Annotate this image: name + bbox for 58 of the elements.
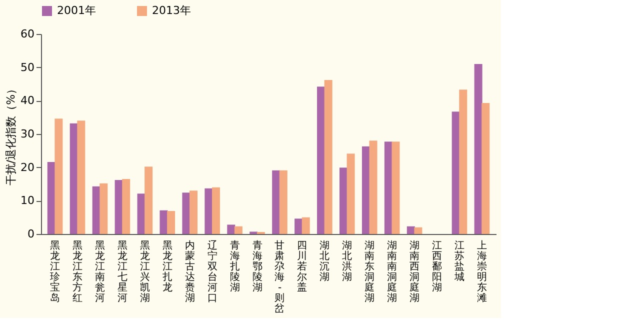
y-tick-label: 50 bbox=[20, 60, 34, 74]
bar bbox=[167, 211, 176, 234]
bar bbox=[54, 118, 63, 234]
bar bbox=[317, 86, 326, 234]
bar bbox=[227, 224, 236, 234]
x-tick-label: 湖北沉湖 bbox=[320, 240, 330, 283]
y-tick-label: 60 bbox=[20, 28, 34, 40]
x-tick-label: 黑龙江七星河 bbox=[117, 240, 128, 304]
bar bbox=[182, 192, 190, 234]
y-tick-label: 40 bbox=[20, 94, 34, 108]
x-tick-label: 甘肃尕海-则岔 bbox=[274, 240, 285, 314]
y-axis-title: 干扰/退化指数（%） bbox=[4, 83, 18, 186]
bar bbox=[294, 218, 303, 234]
y-tick-label: 20 bbox=[20, 160, 34, 174]
x-tick-label: 内蒙古达赉湖 bbox=[184, 240, 195, 304]
x-tick-label: 江苏盐城 bbox=[453, 240, 464, 283]
bar bbox=[279, 170, 288, 234]
x-tick-label: 四川若尔盖 bbox=[297, 240, 308, 294]
x-tick-label: 湖南南洞庭湖 bbox=[387, 240, 398, 304]
bar bbox=[234, 226, 242, 234]
bar bbox=[212, 187, 220, 234]
y-tick-label: 10 bbox=[20, 194, 34, 208]
x-tick-label: 青海鄂陵湖 bbox=[252, 240, 262, 294]
x-tick-label: 黑龙江东方红 bbox=[72, 240, 83, 304]
bar bbox=[160, 210, 168, 234]
y-tick-label: 0 bbox=[28, 228, 34, 240]
legend-label: 2001年 bbox=[57, 4, 96, 17]
bar bbox=[204, 188, 213, 234]
bar bbox=[100, 183, 108, 234]
bar bbox=[144, 166, 153, 234]
bar bbox=[339, 168, 348, 234]
x-tick-label: 湖南西洞庭湖 bbox=[410, 240, 420, 304]
bar bbox=[362, 146, 370, 234]
bar bbox=[77, 120, 86, 234]
x-tick-label: 辽宁双台河口 bbox=[207, 240, 218, 304]
x-tick-label: 上海崇明东滩 bbox=[476, 240, 487, 304]
bar bbox=[190, 190, 198, 234]
legend-label: 2013年 bbox=[152, 4, 191, 17]
x-tick-label: 湖北洪湖 bbox=[342, 240, 352, 283]
bar bbox=[482, 103, 490, 234]
x-tick-label: 黑龙江扎龙 bbox=[162, 240, 172, 294]
x-tick-label: 湖南东洞庭湖 bbox=[364, 240, 375, 304]
x-tick-label: 黑龙江南瓮河 bbox=[94, 240, 105, 304]
bar bbox=[459, 90, 468, 234]
x-tick-label: 黑龙江珍宝岛 bbox=[50, 240, 60, 304]
bar bbox=[122, 179, 130, 234]
x-tick-label: 黑龙江兴凯湖 bbox=[140, 240, 150, 304]
y-tick-label: 30 bbox=[20, 128, 34, 140]
bar bbox=[474, 64, 482, 234]
bar bbox=[272, 170, 280, 234]
bar bbox=[346, 154, 355, 234]
bar bbox=[369, 140, 378, 234]
bar bbox=[392, 142, 400, 234]
bar bbox=[414, 227, 422, 234]
x-tick-label: 江西鄱阳湖 bbox=[432, 240, 442, 294]
x-tick-label: 青海扎陵湖 bbox=[230, 240, 240, 294]
bar bbox=[324, 80, 332, 234]
bar bbox=[302, 217, 310, 234]
